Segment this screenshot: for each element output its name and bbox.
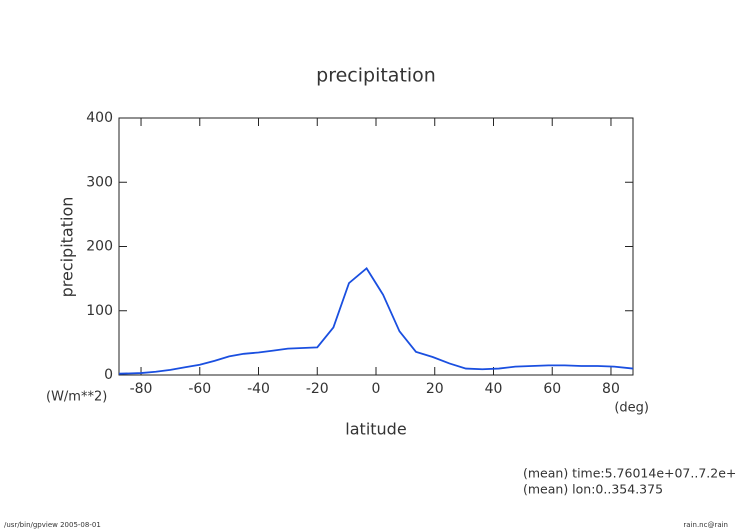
footer: /usr/bin/gpview 2005-08-01 — [4, 521, 101, 529]
y-tick-label: 0 — [104, 367, 113, 383]
x-tick-label: 60 — [543, 381, 561, 397]
y-tick-label: 400 — [86, 110, 113, 126]
note: (mean) lon:0..354.375 — [523, 482, 663, 497]
x-tick-label: 0 — [372, 381, 381, 397]
note: (mean) time:5.76014e+07..7.2e+ — [523, 466, 736, 481]
x-tick-label: 40 — [485, 381, 503, 397]
y-axis-label: precipitation — [58, 197, 77, 298]
y-tick-label: 300 — [86, 174, 113, 190]
x-tick-label: 80 — [602, 381, 620, 397]
y-unit: (W/m**2) — [46, 390, 107, 405]
footer: rain.nc@rain — [683, 521, 728, 529]
x-tick-label: -40 — [247, 381, 270, 397]
data-line — [118, 266, 634, 375]
x-tick-label: -80 — [130, 381, 153, 397]
plot-frame — [118, 117, 634, 376]
chart-title: precipitation — [316, 65, 436, 87]
x-tick-label: 20 — [426, 381, 444, 397]
x-tick-label: -20 — [306, 381, 329, 397]
x-unit: (deg) — [614, 401, 649, 416]
x-tick-label: -60 — [188, 381, 211, 397]
y-tick-label: 200 — [86, 239, 113, 255]
x-axis-label: latitude — [345, 420, 406, 439]
y-tick-label: 100 — [86, 303, 113, 319]
